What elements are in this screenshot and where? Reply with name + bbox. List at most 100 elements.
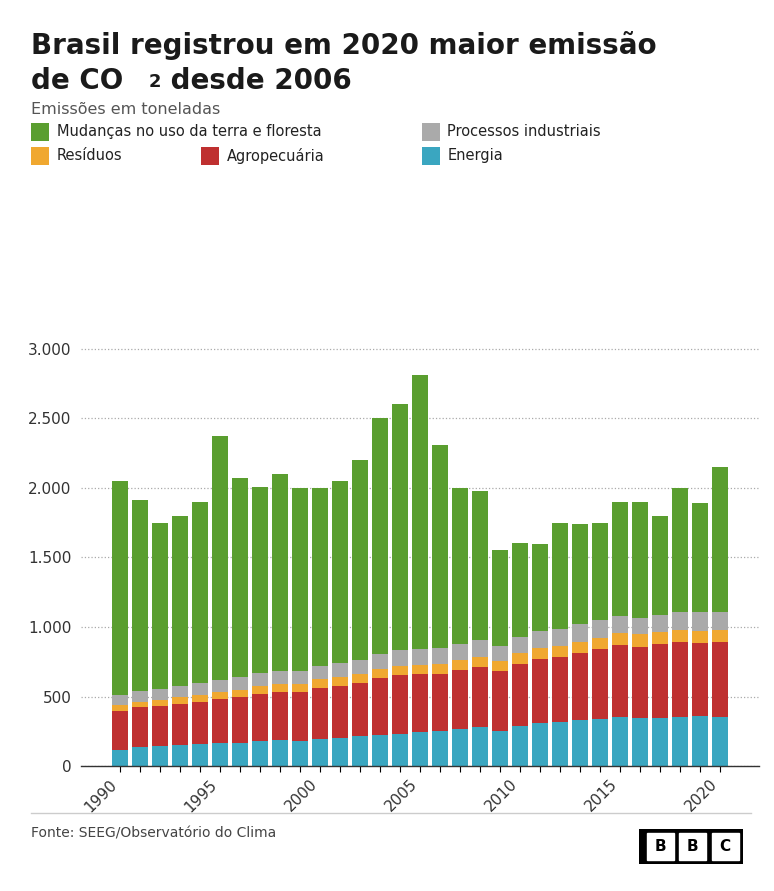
Bar xyxy=(352,674,368,683)
Bar xyxy=(472,657,488,666)
Bar xyxy=(532,649,548,659)
Bar xyxy=(132,707,148,747)
Bar xyxy=(532,544,548,632)
Bar xyxy=(572,625,587,642)
Bar xyxy=(212,437,228,680)
Bar xyxy=(312,740,328,766)
Bar xyxy=(292,741,308,766)
Bar xyxy=(252,674,268,686)
Text: Energia: Energia xyxy=(447,149,503,163)
Bar xyxy=(392,405,408,650)
Bar xyxy=(712,833,739,860)
Bar xyxy=(712,642,728,717)
Bar xyxy=(491,660,508,671)
Bar xyxy=(392,733,408,766)
Bar xyxy=(352,659,368,674)
Text: 2: 2 xyxy=(149,73,161,91)
Bar xyxy=(272,740,288,766)
Text: B: B xyxy=(687,839,699,854)
Bar xyxy=(692,643,707,716)
Bar xyxy=(172,686,188,698)
Text: Brasil registrou em 2020 maior emissão: Brasil registrou em 2020 maior emissão xyxy=(31,31,656,61)
Bar xyxy=(552,629,568,646)
Bar xyxy=(680,833,707,860)
Bar xyxy=(412,732,428,766)
Bar xyxy=(332,677,348,685)
Bar xyxy=(712,612,728,630)
Bar xyxy=(491,731,508,766)
Bar xyxy=(172,704,188,745)
Bar xyxy=(552,657,568,722)
Bar xyxy=(252,741,268,766)
Bar xyxy=(192,701,208,744)
Bar xyxy=(572,642,587,653)
Bar xyxy=(332,481,348,663)
Bar xyxy=(332,663,348,677)
Bar xyxy=(611,717,628,766)
Bar xyxy=(532,723,548,766)
Bar xyxy=(611,645,628,717)
Bar xyxy=(172,745,188,766)
Bar xyxy=(372,418,388,654)
Bar xyxy=(352,460,368,659)
Bar xyxy=(491,646,508,660)
Text: C: C xyxy=(720,839,731,854)
Bar xyxy=(372,678,388,735)
Bar xyxy=(412,674,428,732)
Bar xyxy=(512,653,528,664)
Bar xyxy=(232,478,248,677)
Bar xyxy=(432,674,448,731)
Bar xyxy=(312,679,328,688)
Bar xyxy=(132,691,148,701)
Bar xyxy=(412,665,428,674)
Text: Agropecuária: Agropecuária xyxy=(227,148,324,164)
Bar xyxy=(112,481,128,695)
Bar xyxy=(632,718,648,766)
Bar xyxy=(712,630,728,642)
Bar xyxy=(552,722,568,766)
Bar xyxy=(172,516,188,686)
Text: Mudanças no uso da terra e floresta: Mudanças no uso da terra e floresta xyxy=(57,125,321,139)
Bar xyxy=(112,695,128,706)
Bar xyxy=(292,487,308,671)
Bar xyxy=(472,666,488,727)
Bar xyxy=(272,671,288,684)
Bar xyxy=(432,731,448,766)
Bar xyxy=(652,516,668,615)
Bar xyxy=(692,631,707,643)
Bar xyxy=(532,632,548,649)
Bar xyxy=(592,650,608,719)
Bar xyxy=(712,717,728,766)
Bar xyxy=(672,612,688,630)
Bar xyxy=(132,747,148,766)
Bar xyxy=(632,634,648,647)
Bar xyxy=(432,445,448,649)
Bar xyxy=(632,647,648,718)
Bar xyxy=(432,649,448,664)
Text: Fonte: SEEG/Observatório do Clima: Fonte: SEEG/Observatório do Clima xyxy=(31,826,276,840)
Bar xyxy=(372,654,388,669)
Bar xyxy=(692,612,707,631)
Bar xyxy=(232,677,248,690)
Bar xyxy=(652,615,668,633)
Bar xyxy=(572,524,587,625)
Bar xyxy=(652,633,668,644)
Bar xyxy=(412,649,428,665)
Bar xyxy=(712,467,728,612)
Bar xyxy=(452,670,467,730)
Bar xyxy=(132,701,148,707)
Bar xyxy=(392,675,408,733)
Bar xyxy=(652,717,668,766)
Bar xyxy=(192,744,208,766)
Bar xyxy=(152,746,168,766)
Bar xyxy=(352,736,368,766)
Bar xyxy=(232,690,248,697)
Bar xyxy=(611,502,628,616)
Bar xyxy=(512,637,528,653)
Bar xyxy=(532,659,548,723)
Bar xyxy=(292,691,308,741)
Bar xyxy=(672,642,688,717)
Bar xyxy=(472,640,488,657)
Bar xyxy=(292,684,308,691)
Bar xyxy=(112,749,128,766)
